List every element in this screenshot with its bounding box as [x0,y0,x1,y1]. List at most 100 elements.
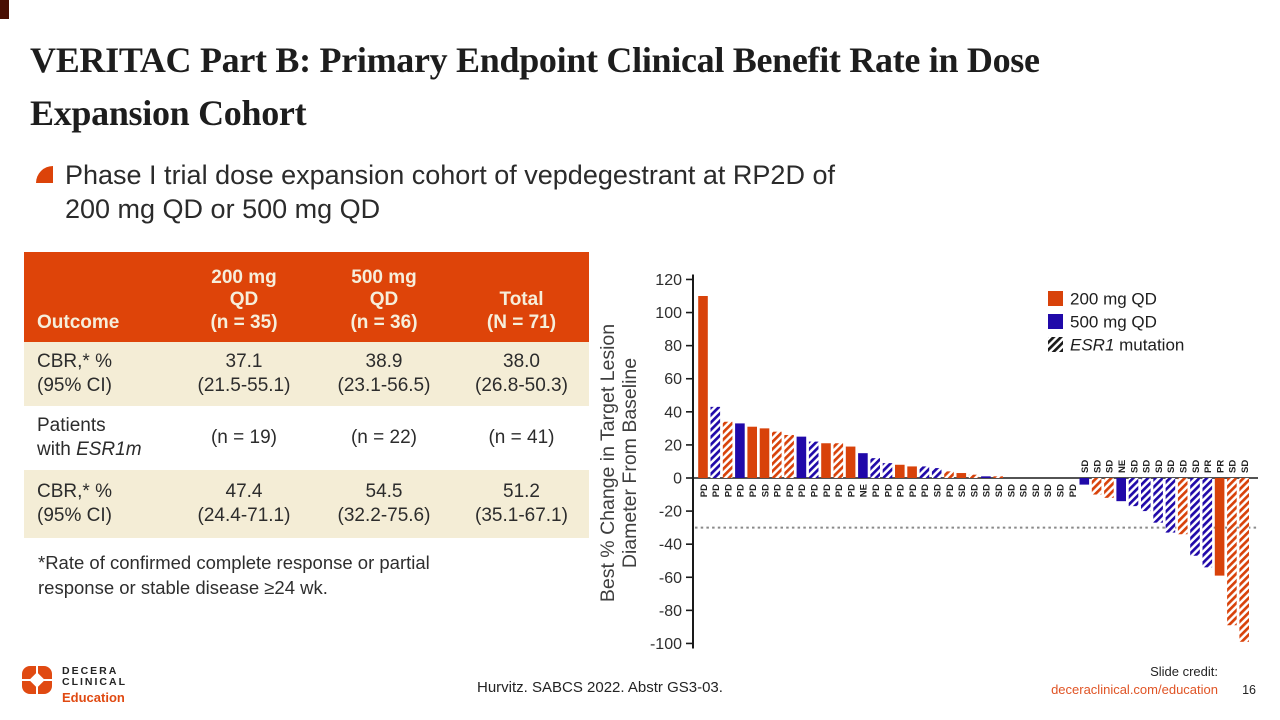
waterfall-bar [1227,478,1237,626]
slide-credit: Slide credit: deceraclinical.com/educati… [1051,663,1218,699]
waterfall-bar [833,443,844,478]
response-label: PD [846,484,857,497]
waterfall-bar [1091,478,1102,495]
page-number: 16 [1242,683,1256,697]
table-cell: 54.5 (32.2-75.6) [337,480,431,526]
y-tick-label: -100 [650,636,682,653]
table-header-row: Outcome 200 mg QD (n = 35) 500 mg QD (n … [24,252,589,342]
response-label: PD [723,484,734,497]
response-label: SD [1043,484,1054,497]
response-label: SD [1056,484,1067,497]
waterfall-bar [821,443,831,478]
source-citation: Hurvitz. SABCS 2022. Abstr GS3-03. [477,679,723,696]
brand-logo-icon [22,666,52,694]
response-label: NE [859,484,870,497]
response-label: SD [1129,460,1140,473]
table-cell: 37.1 (21.5-55.1) [197,350,291,396]
response-label: PR [1203,460,1214,473]
waterfall-bar [772,431,782,478]
y-tick-label: 100 [655,305,682,322]
response-label: SD [969,484,980,497]
response-label: SD [1092,460,1103,473]
waterfall-bar [882,463,893,478]
waterfall-bar [870,458,880,478]
table-row: Patients with ESR1m (n = 19) (n = 22) (n… [24,406,589,470]
legend-label: ESR1 mutation [1070,336,1184,355]
response-label: SD [760,484,771,497]
table-cell: 38.9 (23.1-56.5) [337,350,431,396]
table-row: CBR,* % (95% CI) 37.1 (21.5-55.1) 38.9 (… [24,342,589,406]
waterfall-bar [698,296,708,478]
waterfall-bar [845,446,856,478]
response-label: SD [1228,460,1239,473]
response-label: PD [711,484,722,497]
response-label: PD [945,484,956,497]
response-label: PD [797,484,808,497]
waterfall-bar [1239,478,1249,642]
table-cell: (n = 22) [350,426,417,448]
waterfall-bar [1141,478,1151,512]
response-label: SD [957,484,968,497]
response-label: PD [810,484,821,497]
y-axis-title: Best % Change in Target Lesion [600,324,619,602]
y-tick-label: 40 [664,404,682,421]
table-header-outcome: Outcome [37,311,120,333]
response-label: SD [1191,460,1202,473]
table-cell: (n = 19) [210,426,277,448]
y-tick-label: -60 [659,570,682,587]
waterfall-bar [895,464,905,478]
waterfall-bar [710,406,721,478]
slide-credit-link[interactable]: deceraclinical.com/education [1051,682,1218,697]
waterfall-bar [919,466,930,478]
y-tick-label: 60 [664,371,682,388]
table-row: CBR,* % (95% CI) 47.4 (24.4-71.1) 54.5 (… [24,470,589,538]
response-label: PD [736,484,747,497]
response-label: PD [834,484,845,497]
waterfall-bar [722,421,733,478]
bullet-text: Phase I trial dose expansion cohort of v… [65,158,835,226]
waterfall-bar [1104,478,1114,498]
y-tick-label: -40 [659,537,682,554]
response-label: SD [1154,460,1165,473]
response-label: PD [822,484,833,497]
waterfall-bar [1214,478,1225,576]
waterfall-bar [1202,478,1213,568]
legend-swatch [1048,314,1063,329]
response-label: SD [994,484,1005,497]
response-label: PD [1068,484,1079,497]
page-title-line1: VERITAC Part B: Primary Endpoint Clinica… [30,40,1040,80]
results-table: Outcome 200 mg QD (n = 35) 500 mg QD (n … [24,252,589,538]
response-label: NE [1117,460,1128,473]
y-tick-label: 80 [664,338,682,355]
waterfall-bar [796,436,807,478]
legend-swatch [1048,291,1063,306]
waterfall-bar [784,434,794,478]
waterfall-bar [993,476,1003,478]
brand-name-line2: CLINICAL [62,676,127,688]
response-label: SD [1031,484,1042,497]
y-axis-title: Diameter From Baseline [619,358,641,568]
table-cell: (n = 41) [488,426,555,448]
y-tick-label: 120 [655,272,682,289]
legend-label: 500 mg QD [1070,313,1157,332]
waterfall-bar [858,453,868,478]
page-title: VERITAC Part B: Primary Endpoint Clinica… [30,34,1210,140]
table-header-total: Total (N = 71) [486,289,557,333]
waterfall-bar [1165,478,1176,533]
waterfall-bar [1128,478,1139,507]
bullet-item: Phase I trial dose expansion cohort of v… [36,158,1056,226]
response-label: PD [883,484,894,497]
response-label: SD [1179,460,1190,473]
y-tick-label: -80 [659,603,682,620]
waterfall-bar [956,473,967,478]
slide-credit-label: Slide credit: [1150,664,1218,679]
page-title-line2: Expansion Cohort [30,93,307,133]
response-label: SD [1240,460,1251,473]
response-label: PD [871,484,882,497]
waterfall-bar [1190,478,1200,556]
response-label: PD [908,484,919,497]
corner-accent-mark [0,0,9,19]
waterfall-bar [981,476,991,478]
table-cell: 38.0 (26.8-50.3) [475,350,568,396]
